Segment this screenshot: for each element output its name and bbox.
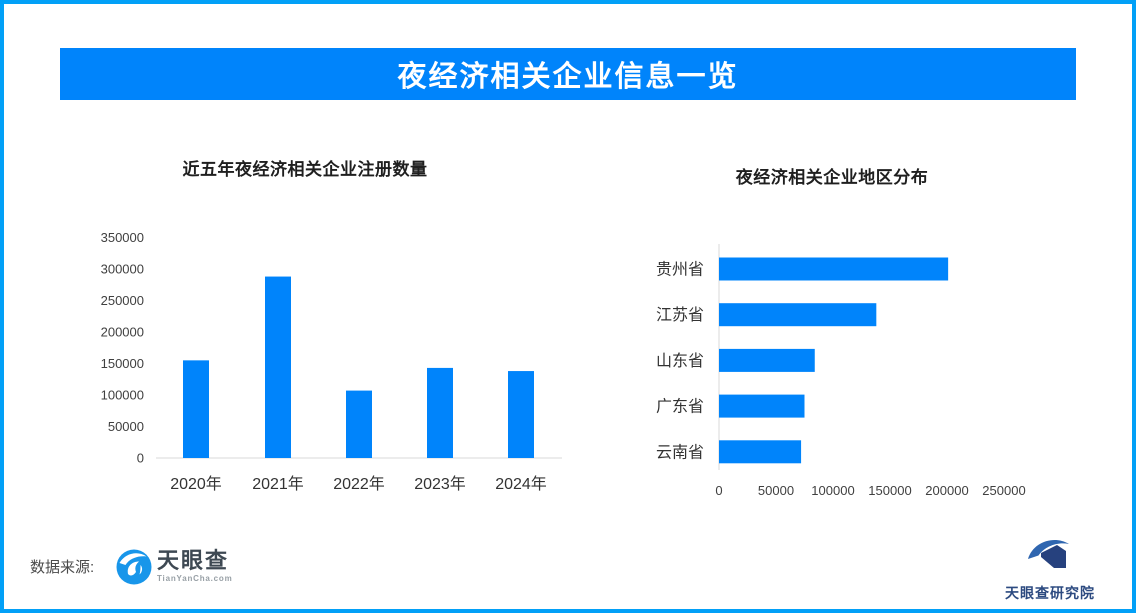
x-axis-tick-label: 0 bbox=[715, 483, 722, 498]
page-title: 夜经济相关企业信息一览 bbox=[397, 61, 739, 93]
y-axis-category-label: 云南省 bbox=[656, 443, 704, 461]
y-axis-tick-label: 300000 bbox=[101, 262, 144, 277]
y-axis-tick-label: 150000 bbox=[101, 356, 144, 371]
x-axis-tick-label: 50000 bbox=[758, 483, 794, 498]
research-institute-icon bbox=[1026, 536, 1074, 579]
x-axis-tick-label: 200000 bbox=[925, 483, 968, 498]
y-axis-category-label: 江苏省 bbox=[656, 306, 704, 324]
y-axis-tick-label: 250000 bbox=[101, 293, 144, 308]
bar-2023年 bbox=[427, 367, 453, 458]
y-axis-category-label: 山东省 bbox=[656, 352, 704, 370]
data-source-label: 数据来源: bbox=[30, 559, 95, 576]
bar-江苏省 bbox=[719, 303, 877, 327]
region-chart-title: 夜经济相关企业地区分布 bbox=[735, 168, 929, 187]
registrations-bar-chart-canvas: 350000 300000 250000 200000 150000 100000 5000… bbox=[101, 230, 562, 493]
tianyancha-name: 天眼查 bbox=[157, 548, 230, 573]
tianyancha-wordmark: 天眼查 TianYanCha.com bbox=[157, 548, 233, 584]
x-axis-category-label: 2022年 bbox=[333, 475, 385, 493]
bar-2022年 bbox=[346, 390, 372, 458]
bar-贵州省 bbox=[719, 257, 949, 281]
y-axis-category-label: 贵州省 bbox=[656, 261, 704, 279]
x-axis-tick-label: 150000 bbox=[868, 483, 911, 498]
y-axis-tick-label: 350000 bbox=[101, 230, 144, 245]
x-axis-tick-label: 100000 bbox=[811, 483, 854, 498]
x-axis-tick-label: 250000 bbox=[982, 483, 1025, 498]
y-axis-tick-label: 200000 bbox=[101, 325, 144, 340]
research-institute-logo: 天眼查研究院 bbox=[1000, 536, 1100, 603]
research-institute-name: 天眼查研究院 bbox=[1005, 585, 1095, 601]
bar-2021年 bbox=[265, 276, 291, 458]
page-title-banner: 夜经济相关企业信息一览 bbox=[60, 48, 1076, 100]
y-axis-tick-label: 100000 bbox=[101, 388, 144, 403]
tianyancha-domain: TianYanCha.com bbox=[157, 574, 233, 583]
bar-2024年 bbox=[508, 371, 534, 458]
y-axis-tick-label: 0 bbox=[137, 451, 144, 466]
registrations-chart-title: 近五年夜经济相关企业注册数量 bbox=[182, 160, 428, 179]
tianyancha-logo: 天眼查 TianYanCha.com bbox=[116, 549, 233, 590]
bar-2020年 bbox=[183, 360, 209, 458]
y-axis-category-label: 广东省 bbox=[656, 398, 704, 416]
bar-山东省 bbox=[719, 348, 815, 372]
tianyancha-eye-icon bbox=[116, 549, 152, 590]
bar-广东省 bbox=[719, 394, 805, 418]
x-axis-category-label: 2021年 bbox=[252, 475, 304, 493]
y-axis-tick-label: 50000 bbox=[108, 419, 144, 434]
x-axis-category-label: 2020年 bbox=[170, 475, 222, 493]
x-axis-category-label: 2024年 bbox=[495, 475, 547, 493]
bar-云南省 bbox=[719, 440, 802, 464]
x-axis-category-label: 2023年 bbox=[414, 475, 466, 493]
